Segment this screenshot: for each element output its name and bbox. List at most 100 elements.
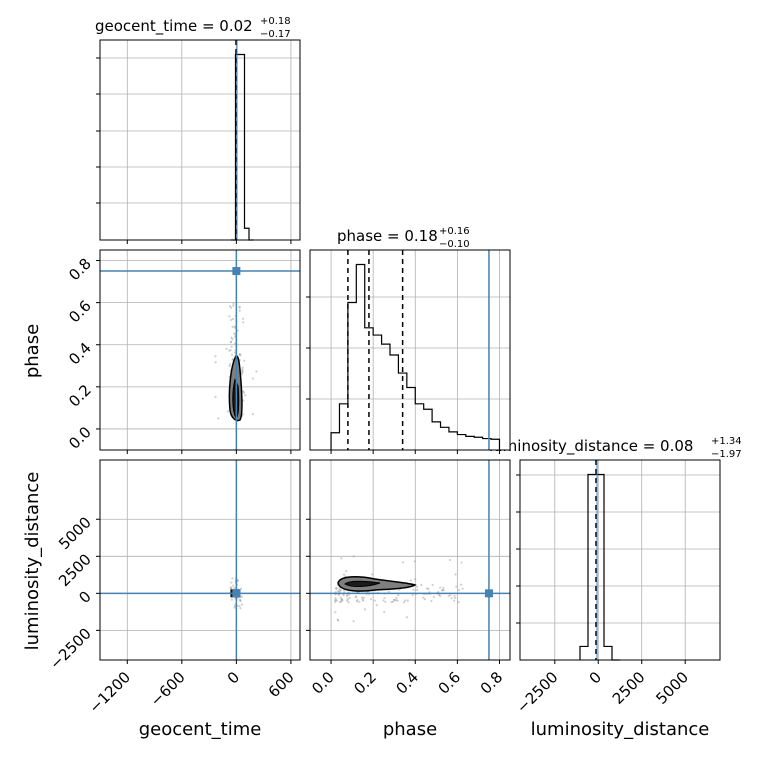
- geocent-time-vs-phase-sample-point: [228, 363, 232, 366]
- phase-vs-luminosity-distance-sample-point: [457, 589, 461, 592]
- phase-vs-luminosity-distance-sample-point: [430, 599, 433, 603]
- geocent-time-vs-luminosity-distance-sample-point: [233, 606, 236, 609]
- luminosity-distance-hist-bg: [520, 460, 720, 660]
- geocent-time-hist-bg: [100, 40, 300, 240]
- phase-vs-luminosity-distance-sample-point: [343, 589, 346, 592]
- geocent-time-vs-luminosity-distance-bg: [100, 460, 300, 660]
- phase-vs-luminosity-distance-sample-point: [457, 600, 460, 604]
- geocent-time-vs-phase-sample-point: [228, 365, 231, 368]
- phase-vs-luminosity-distance-sample-point: [352, 620, 355, 623]
- phase-vs-luminosity-distance-sample-point: [384, 600, 387, 604]
- phase-vs-luminosity-distance-sample-point: [339, 600, 343, 603]
- luminosity-distance-histogram: [579, 473, 620, 661]
- phase-vs-luminosity-distance-sample-point: [370, 573, 374, 576]
- phase-vs-luminosity-distance-sample-point: [360, 596, 364, 599]
- geocent-time-vs-luminosity-distance-frame: [99, 459, 301, 661]
- phase-vs-luminosity-distance-sample-point: [387, 590, 390, 593]
- phase-vs-luminosity-distance-sample-point: [337, 619, 340, 622]
- geocent-time-vs-phase-sample-point: [231, 358, 234, 361]
- geocent-time-vs-phase-sample-point: [214, 361, 217, 364]
- geocent-time-vs-phase-sample-point: [229, 341, 232, 344]
- ylabel-luminosity-distance: luminosity_distance: [22, 472, 43, 651]
- geocent-time-vs-luminosity-distance-sample-point: [239, 587, 243, 590]
- plot-layer: 0.00.20.40.60.8−1200 −600 0 600−25000250050…: [46, 39, 721, 717]
- geocent-time-vs-luminosity-distance-sample-point: [236, 579, 239, 582]
- phase-vs-luminosity-distance-sample-point: [335, 599, 339, 602]
- geocent-time-vs-phase-sample-point: [242, 391, 246, 394]
- geocent-time-vs-phase-bg: [100, 250, 300, 450]
- phase-vs-luminosity-distance-sample-point: [358, 600, 361, 603]
- geocent-time-vs-luminosity-distance-sample-point: [233, 587, 236, 590]
- phase-vs-luminosity-distance-sample-point: [450, 597, 453, 600]
- geocent-time-vs-luminosity-distance-sample-point: [238, 604, 241, 608]
- phase-vs-luminosity-distance-sample-point: [340, 598, 344, 601]
- geocent-time-vs-phase-sample-point: [230, 353, 234, 356]
- phase-vs-luminosity-distance-sample-point: [391, 600, 395, 603]
- phase-vs-luminosity-distance-sample-point: [346, 599, 349, 602]
- phase-vs-luminosity-distance-sample-point: [453, 594, 456, 597]
- phase-vs-luminosity-distance-sample-point: [348, 596, 351, 600]
- phase-vs-luminosity-distance-sample-point: [412, 588, 415, 591]
- phase-vs-luminosity-distance-sample-point: [375, 604, 378, 607]
- phase-vs-luminosity-distance-sample-point: [352, 555, 355, 558]
- phase-vs-luminosity-distance-sample-point: [336, 589, 340, 593]
- phase-vs-luminosity-distance-sample-point: [448, 558, 452, 562]
- phase-vs-luminosity-distance-sample-point: [439, 594, 442, 598]
- geocent-time-vs-phase-sample-point: [233, 332, 236, 335]
- geocent-time-vs-phase-sample-point: [230, 345, 233, 348]
- phase-vs-luminosity-distance-sample-point: [334, 599, 337, 602]
- geocent-time-vs-phase-sample-point: [228, 349, 231, 352]
- phase-vs-luminosity-distance-sample-point: [454, 596, 457, 600]
- phase-vs-luminosity-distance-sample-point: [415, 585, 419, 588]
- geocent-time-vs-phase-sample-point: [226, 410, 229, 413]
- geocent-time-vs-phase-sample-point: [251, 412, 254, 416]
- geocent-time-vs-luminosity-distance-sample-point: [230, 598, 234, 601]
- geocent-time-vs-luminosity-distance-sample-point: [229, 586, 232, 589]
- title-geocent-time-plus: +0.18: [260, 16, 291, 27]
- xlabel-luminosity-distance: luminosity_distance: [531, 719, 710, 740]
- phase-vs-luminosity-distance-sample-point: [414, 578, 417, 581]
- geocent-time-vs-phase-sample-point: [241, 366, 244, 369]
- geocent-time-vs-phase-sample-point: [240, 373, 243, 376]
- geocent-time-vs-phase-sample-point: [233, 325, 236, 328]
- phase-hist-bg: [310, 250, 510, 450]
- geocent-time-vs-phase-sample-point: [241, 317, 245, 320]
- phase-vs-luminosity-distance-sample-point: [361, 598, 364, 601]
- phase-vs-luminosity-distance-sample-point: [449, 593, 452, 597]
- phase-vs-luminosity-distance-sample-point: [459, 583, 463, 586]
- geocent-time-vs-phase-sample-point: [244, 394, 247, 397]
- geocent-time-vs-phase-sample-point: [214, 355, 217, 358]
- geocent-time-vs-luminosity-distance-truth-marker: [232, 589, 241, 598]
- phase-vs-luminosity-distance-sample-point: [347, 601, 350, 604]
- phase-vs-luminosity-distance-sample-point: [402, 601, 405, 604]
- phase-vs-luminosity-distance-sample-point: [364, 608, 367, 611]
- phase-vs-luminosity-distance-frame: [309, 459, 511, 661]
- phase-vs-luminosity-distance-sample-point: [345, 570, 348, 573]
- geocent-time-vs-phase-sample-point: [255, 370, 258, 373]
- geocent-time-vs-luminosity-distance-sample-point: [240, 595, 244, 598]
- phase-vs-luminosity-distance-sample-point: [398, 588, 401, 591]
- phase-vs-luminosity-distance-sample-point: [404, 599, 407, 602]
- geocent-time-vs-phase-sample-point: [238, 309, 241, 312]
- phase-vs-luminosity-distance-sample-point: [394, 598, 398, 602]
- phase-vs-luminosity-distance-sample-point: [461, 587, 464, 590]
- phase-hist-frame: [309, 249, 511, 451]
- phase-vs-luminosity-distance-sample-point: [454, 573, 457, 576]
- title-phase-minus: −0.10: [439, 239, 470, 250]
- title-luminosity-distance-minus: −1.97: [711, 449, 742, 460]
- geocent-time-vs-phase-sample-point: [214, 395, 217, 398]
- phase-vs-luminosity-distance-sample-point: [362, 596, 366, 599]
- title-luminosity-distance-plus: +1.34: [711, 436, 742, 447]
- title-geocent-time: geocent_time = 0.02: [95, 17, 253, 36]
- geocent-time-vs-phase-sample-point: [236, 329, 239, 332]
- xlabel-phase: phase: [383, 719, 437, 740]
- geocent-time-vs-phase-sample-point: [243, 359, 246, 362]
- phase-vs-luminosity-distance-sample-point: [334, 597, 337, 600]
- phase-vs-luminosity-distance-sample-point: [397, 594, 400, 597]
- phase-vs-luminosity-distance-sample-point: [447, 594, 450, 598]
- phase-vs-luminosity-distance-sample-point: [401, 561, 405, 564]
- phase-vs-luminosity-distance-sample-point: [334, 611, 337, 614]
- geocent-time-vs-luminosity-distance-sample-point: [232, 584, 235, 587]
- geocent-time-vs-luminosity-distance-sample-point: [233, 604, 236, 608]
